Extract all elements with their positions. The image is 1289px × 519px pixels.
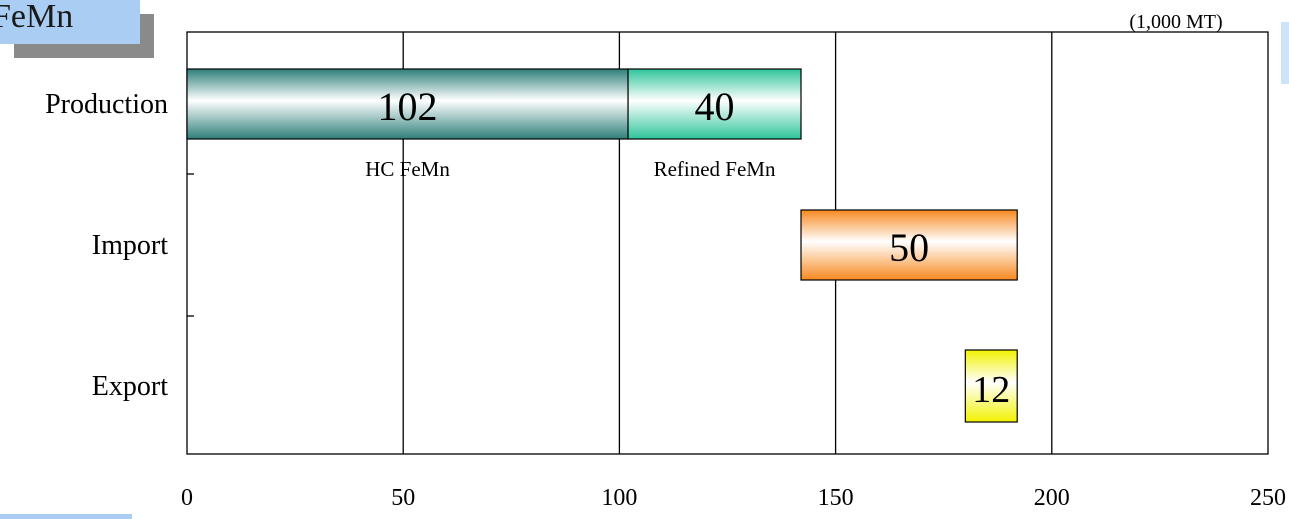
decorative-bar-right bbox=[1281, 22, 1289, 84]
data-label: 40 bbox=[695, 84, 735, 129]
labels: 102 HC FeMn 40 Refined FeMn 50 12 bbox=[365, 84, 1010, 411]
data-label: 12 bbox=[972, 369, 1010, 411]
chart-title-box: FeMn bbox=[0, 0, 140, 44]
y-category-label: Production bbox=[45, 89, 168, 120]
grid-lines bbox=[186, 31, 1269, 455]
y-category-label: Export bbox=[92, 371, 168, 402]
unit-label: (1,000 MT) bbox=[1129, 11, 1222, 33]
data-label: 102 bbox=[378, 84, 438, 129]
x-tick-label: 100 bbox=[601, 485, 637, 511]
bar bbox=[627, 68, 802, 140]
bar bbox=[800, 209, 1018, 281]
x-tick-label: 200 bbox=[1034, 485, 1070, 511]
plot-frame bbox=[186, 31, 1269, 455]
x-tick-label: 150 bbox=[818, 485, 854, 511]
x-tick-label: 50 bbox=[391, 485, 415, 511]
segment-label: Refined FeMn bbox=[654, 157, 776, 181]
data-label: 50 bbox=[889, 225, 929, 270]
decorative-bar-bottom bbox=[0, 514, 132, 519]
chart-title: FeMn bbox=[0, 0, 74, 35]
x-tick-label: 0 bbox=[181, 485, 193, 511]
axes: 0 50 100 150 200 250 Production Import Export bbox=[45, 89, 1286, 511]
bars bbox=[186, 68, 1018, 423]
bar bbox=[964, 349, 1018, 423]
x-tick-label: 250 bbox=[1250, 485, 1286, 511]
y-category-label: Import bbox=[92, 230, 168, 261]
segment-label: HC FeMn bbox=[365, 157, 450, 181]
